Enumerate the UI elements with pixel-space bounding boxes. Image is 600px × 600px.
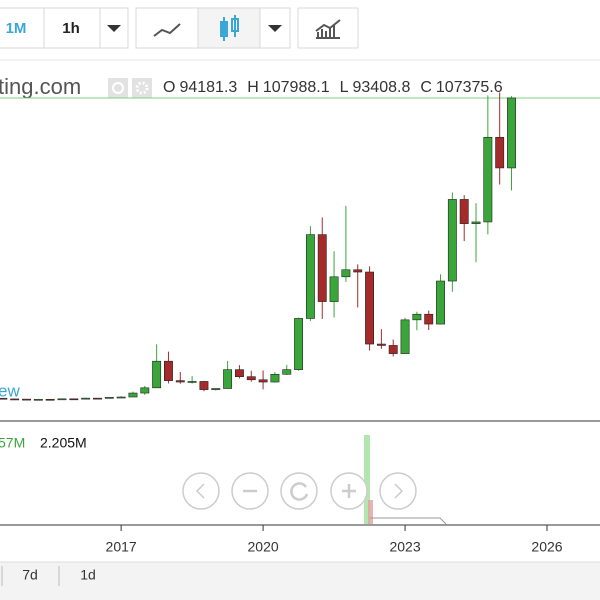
candle-icon bbox=[220, 15, 239, 41]
candle-body bbox=[152, 360, 162, 389]
candle-body bbox=[0, 397, 8, 400]
candle-body bbox=[294, 318, 304, 370]
candle-body bbox=[341, 269, 351, 278]
candle-body bbox=[10, 398, 20, 401]
candle-body bbox=[388, 345, 398, 354]
candle-body bbox=[270, 373, 280, 383]
candle-body bbox=[164, 360, 173, 381]
candle-body bbox=[424, 313, 434, 325]
scroll-left[interactable] bbox=[182, 472, 220, 510]
dropdown-arrow bbox=[107, 25, 121, 32]
symbol-title: ting.com bbox=[0, 74, 81, 99]
ohlc-key: C bbox=[420, 79, 432, 96]
candle-body bbox=[507, 97, 516, 169]
candle-body bbox=[246, 376, 256, 381]
candle-chart-button[interactable] bbox=[197, 7, 261, 49]
visibility-button[interactable] bbox=[108, 78, 128, 98]
ohlc-value: 107988.1 bbox=[263, 79, 330, 96]
candle-body bbox=[258, 379, 268, 383]
candle-body bbox=[69, 398, 79, 401]
candle-body bbox=[495, 136, 505, 169]
candle-body bbox=[400, 319, 410, 354]
navigation-controls bbox=[182, 472, 417, 510]
candle-body bbox=[116, 396, 126, 399]
line-chart-button[interactable] bbox=[135, 7, 199, 49]
candle-body bbox=[471, 221, 481, 224]
ohlc-key: L bbox=[340, 79, 349, 96]
candle-body bbox=[436, 280, 445, 325]
candle-body bbox=[376, 343, 386, 346]
candle-body bbox=[57, 398, 67, 401]
candle-body bbox=[459, 199, 469, 224]
ohlc-value: 94181.3 bbox=[179, 79, 237, 96]
gear-icon bbox=[135, 81, 149, 95]
range-bar bbox=[0, 562, 600, 600]
candle-body bbox=[187, 381, 197, 383]
candle-body bbox=[199, 381, 209, 390]
candle-body bbox=[353, 269, 363, 273]
ohlc-key: H bbox=[247, 79, 259, 96]
candle-body bbox=[104, 397, 114, 399]
candle-body bbox=[234, 369, 244, 377]
interval-button[interactable] bbox=[0, 7, 45, 49]
candle-body bbox=[317, 234, 327, 302]
candle-body bbox=[128, 392, 138, 398]
candle-body bbox=[93, 397, 102, 400]
volume-label: 2.205M bbox=[40, 435, 87, 451]
x-axis: 2017 2020 2023 2026 bbox=[106, 525, 563, 555]
candle-body bbox=[412, 313, 422, 321]
candle-body bbox=[282, 369, 292, 375]
candle-body bbox=[447, 199, 457, 282]
range-button[interactable]: 7d bbox=[22, 567, 38, 583]
x-tick-label: 2023 bbox=[389, 539, 420, 555]
interval-label: 1M bbox=[6, 20, 27, 37]
dropdown-arrow bbox=[268, 25, 282, 32]
reset-zoom[interactable] bbox=[280, 472, 318, 510]
x-tick-label: 2020 bbox=[248, 539, 279, 555]
candle-body bbox=[211, 388, 221, 390]
candle-body bbox=[305, 234, 315, 319]
range-button[interactable]: 1d bbox=[80, 567, 96, 583]
candle-body bbox=[223, 369, 233, 389]
eye-icon bbox=[112, 82, 124, 94]
watermark: ew bbox=[0, 381, 20, 400]
candle-body bbox=[45, 398, 55, 401]
candle-body bbox=[175, 380, 185, 383]
candle-body bbox=[365, 271, 374, 345]
ohlc-value: 107375.6 bbox=[436, 79, 503, 96]
candle-body bbox=[483, 136, 493, 223]
ohlc-legend: O 94181.3 H 107988.1 L 93408.8 C 107375.6 bbox=[163, 79, 503, 96]
line-chart-icon bbox=[153, 23, 181, 37]
ohlc-key: O bbox=[163, 79, 175, 96]
volume-spike bbox=[364, 435, 447, 525]
x-tick-label: 2017 bbox=[106, 539, 137, 555]
candle-body bbox=[81, 397, 91, 400]
settings-button[interactable] bbox=[132, 78, 152, 98]
candle-body bbox=[33, 398, 43, 401]
scroll-right[interactable] bbox=[379, 472, 417, 510]
volume-label: 57M bbox=[0, 435, 25, 451]
candle-body bbox=[22, 398, 31, 401]
timeframe-label: 1h bbox=[62, 20, 80, 37]
price-plot bbox=[0, 92, 600, 401]
candle-body bbox=[140, 387, 150, 394]
x-tick-label: 2026 bbox=[531, 539, 562, 555]
candle-body bbox=[329, 276, 339, 302]
indicators-icon bbox=[315, 19, 341, 39]
timeframe-button[interactable] bbox=[43, 7, 101, 49]
ohlc-value: 93408.8 bbox=[353, 79, 411, 96]
